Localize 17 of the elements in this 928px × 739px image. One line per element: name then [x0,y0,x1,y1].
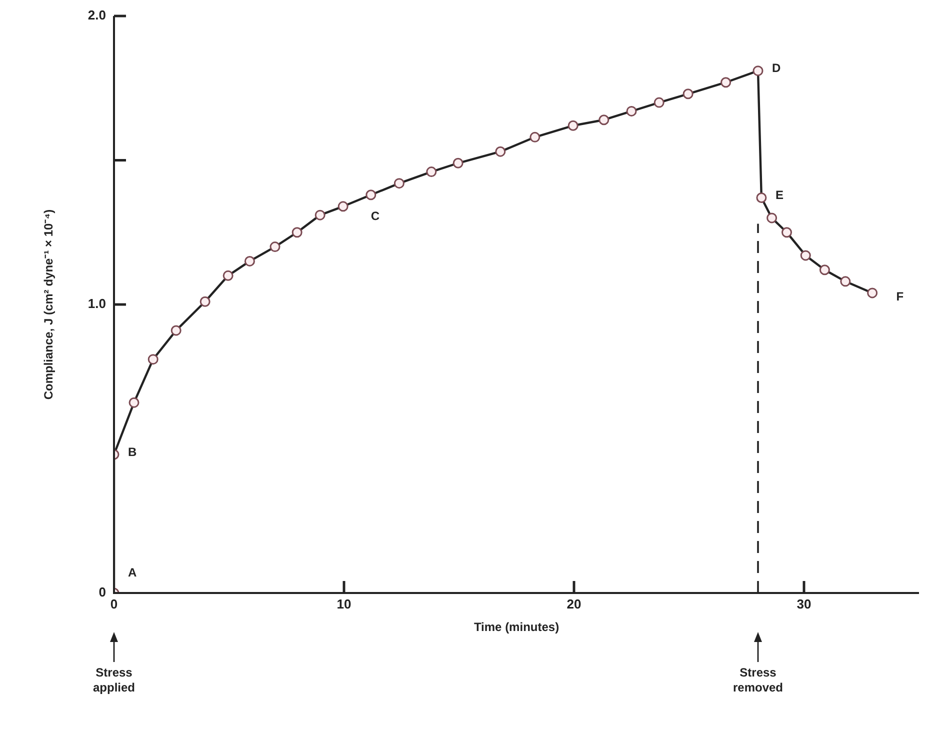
y-axis-title: Compliance, J (cm² dyne⁻¹ × 10⁻⁴) [42,209,56,400]
annotation: D [772,61,781,76]
annotation: F [896,289,904,304]
x-axis-title: Time (minutes) [474,620,560,634]
annotation: B [128,444,137,459]
x-tick-label: 20 [566,596,582,612]
y-tick-label: 2.0 [88,8,106,23]
x-tick-label: 10 [336,596,352,612]
ref-line-label: Stress removed [732,665,784,694]
y-tick-label: 0 [98,584,106,600]
y-tick-label: 1.0 [88,296,106,312]
text: Stress applied [92,665,136,694]
x-tick-label: 0 [110,596,118,612]
annotation: A [128,565,137,580]
annotation: C [370,209,380,224]
annotation: E [775,188,784,202]
x-tick-label: 30 [796,596,812,612]
